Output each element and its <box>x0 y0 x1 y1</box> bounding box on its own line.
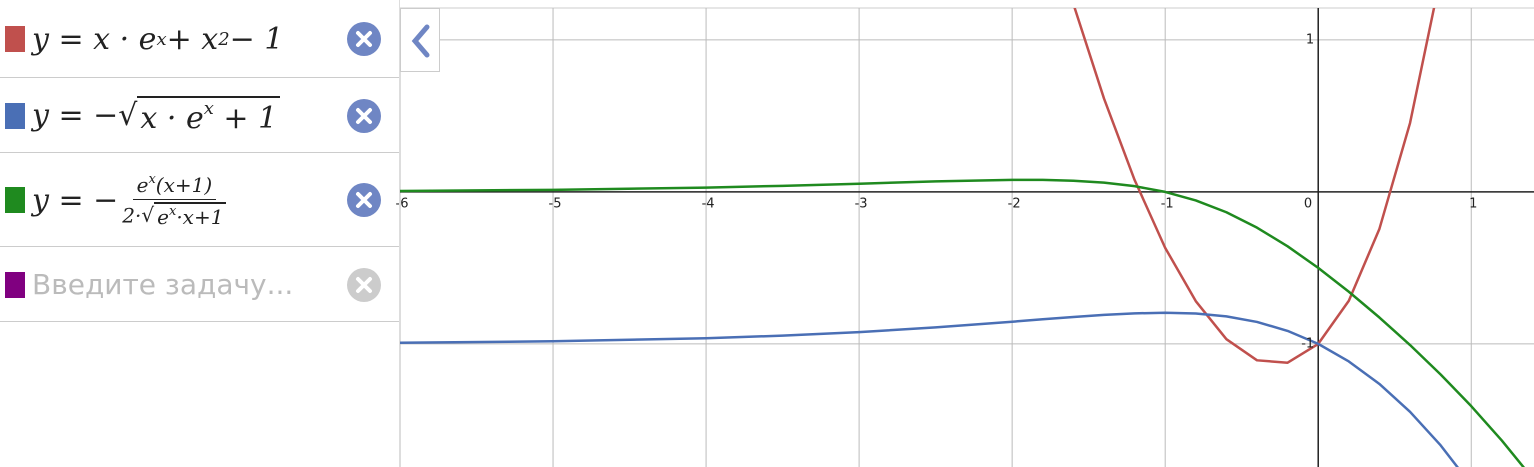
sqrt: √ x · ex + 1 <box>118 95 281 136</box>
sqrt: √ ex·x+1 <box>141 201 227 229</box>
superscript: 2 <box>218 28 230 50</box>
x-tick-label: -1 <box>1161 196 1174 211</box>
expression-row[interactable]: Введите задачу... <box>0 247 399 322</box>
curve <box>400 311 1459 467</box>
radicand: x · ex + 1 <box>137 95 281 136</box>
curves <box>400 8 1526 467</box>
x-tick-label: -3 <box>855 196 868 211</box>
x-tick-label: -6 <box>396 196 409 211</box>
x-tick-label: -2 <box>1008 196 1021 211</box>
x-tick-label: 0 <box>1304 196 1312 211</box>
x-icon <box>356 192 372 208</box>
expression-row[interactable]: y = − √ x · ex + 1 <box>0 78 399 153</box>
x-tick-label: -5 <box>549 196 562 211</box>
x-icon <box>356 107 372 124</box>
expression: y = − ex(x+1) 2· √ ex·x+1 <box>32 153 227 247</box>
tick-labels: -6 -5 -4 -3 -2 -1 0 1 -1 1 <box>396 32 1478 351</box>
expression: y = − √ x · ex + 1 <box>32 78 281 153</box>
color-swatch <box>5 187 25 213</box>
math-text: y = x · e <box>32 21 157 57</box>
superscript: x <box>148 171 156 187</box>
fraction: ex(x+1) 2· √ ex·x+1 <box>122 171 227 229</box>
delete-button[interactable] <box>347 22 381 56</box>
math-text: e <box>136 172 149 197</box>
math-text: − 1 <box>229 21 284 57</box>
radicand: ex·x+1 <box>154 201 227 229</box>
x-icon <box>356 31 372 47</box>
delete-button[interactable] <box>347 98 381 133</box>
math-text: x · e <box>140 100 204 136</box>
math-text: ·x+1 <box>176 204 224 229</box>
expression: Введите задачу... <box>32 247 293 322</box>
x-icon <box>356 276 372 293</box>
x-tick-label: -4 <box>702 196 715 211</box>
placeholder: Введите задачу... <box>32 268 294 301</box>
math-text: (x+1) <box>155 172 213 197</box>
y-tick-label: 1 <box>1306 32 1314 47</box>
radical-sign: √ <box>118 98 138 133</box>
collapse-button[interactable] <box>400 8 440 72</box>
math-text: 2· <box>122 203 142 227</box>
color-swatch <box>5 102 25 129</box>
superscript: x <box>168 203 177 219</box>
color-swatch <box>5 26 25 52</box>
numerator: ex(x+1) <box>132 171 217 200</box>
superscript: x <box>156 28 167 50</box>
radical-sign: √ <box>141 203 155 227</box>
math-text: + x <box>166 21 219 57</box>
denominator: 2· √ ex·x+1 <box>122 200 227 229</box>
delete-button[interactable] <box>347 183 381 217</box>
curve <box>1073 8 1436 364</box>
curve <box>400 178 1526 467</box>
y-tick-label: -1 <box>1301 336 1314 351</box>
chevron <box>411 24 430 58</box>
math-text: y = − <box>32 182 119 218</box>
color-swatch <box>5 271 25 298</box>
grid <box>399 8 1534 467</box>
superscript: x <box>203 97 214 119</box>
math-text: e <box>157 204 169 229</box>
math-text: y = − <box>32 98 119 133</box>
expression-row[interactable]: y = − ex(x+1) 2· √ ex·x+1 <box>0 153 399 247</box>
delete-button[interactable] <box>347 267 381 302</box>
x-tick-label: 1 <box>1469 196 1477 211</box>
math-text: + 1 <box>213 100 278 136</box>
